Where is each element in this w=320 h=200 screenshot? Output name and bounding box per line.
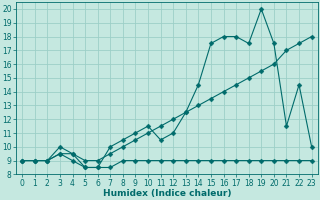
X-axis label: Humidex (Indice chaleur): Humidex (Indice chaleur) [103, 189, 231, 198]
